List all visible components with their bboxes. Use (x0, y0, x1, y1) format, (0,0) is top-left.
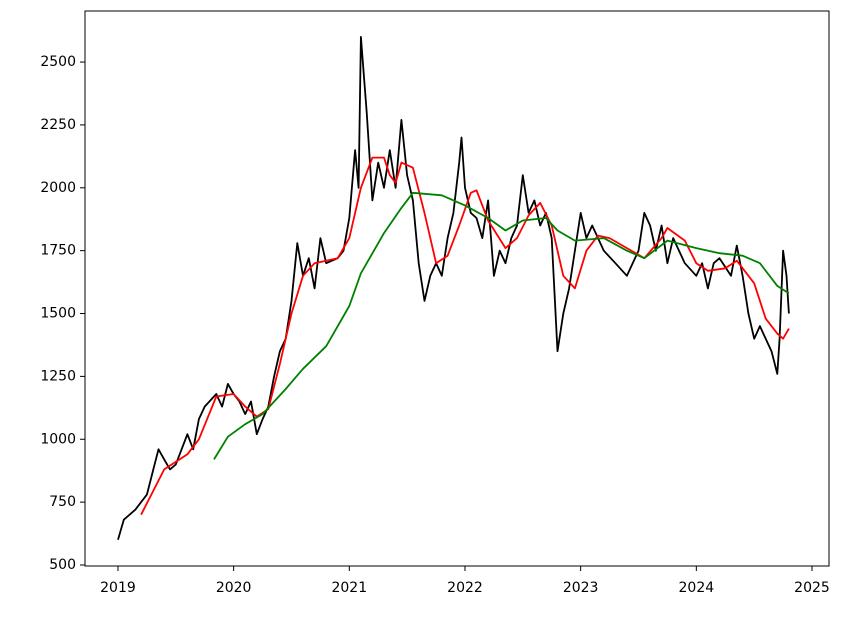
y-tick-label: 1750 (40, 243, 76, 259)
y-tick-label: 1500 (40, 306, 76, 322)
y-tick-label: 500 (49, 557, 76, 573)
series-line (117, 36, 790, 541)
y-tick-label: 1000 (40, 431, 76, 447)
y-tick-label: 2250 (40, 117, 76, 133)
x-tick-label: 2023 (563, 580, 599, 596)
x-tick-label: 2020 (216, 580, 252, 596)
x-tick-label: 2025 (794, 580, 830, 596)
y-tick-label: 750 (49, 494, 76, 510)
series-line (140, 156, 790, 516)
x-tick-label: 2019 (100, 580, 136, 596)
y-tick-label: 2000 (40, 180, 76, 196)
x-tick-label: 2021 (331, 580, 367, 596)
x-tick-label: 2024 (679, 580, 715, 596)
series-line (213, 191, 790, 460)
x-tick-label: 2022 (447, 580, 483, 596)
y-tick-label: 2500 (40, 54, 76, 70)
plot-frame (84, 10, 830, 567)
y-tick-label: 1250 (40, 368, 76, 384)
